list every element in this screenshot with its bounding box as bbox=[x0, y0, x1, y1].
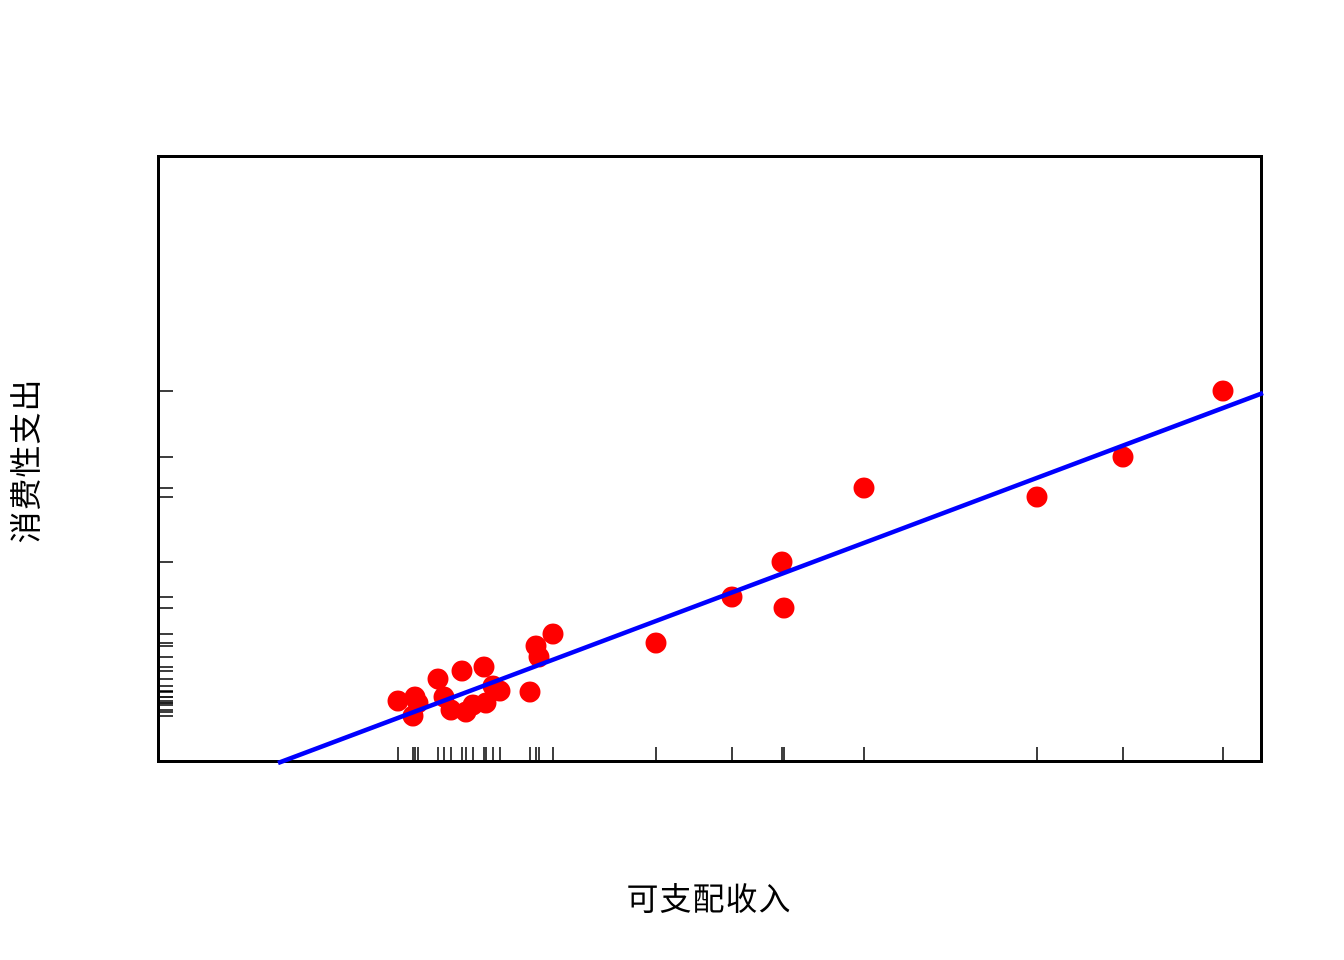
y-axis-label: 消费性支出 bbox=[8, 378, 44, 544]
data-point bbox=[519, 681, 541, 703]
plot-frame bbox=[157, 155, 1263, 763]
data-point bbox=[387, 690, 409, 712]
x-axis-label: 可支配收入 bbox=[626, 881, 792, 917]
data-point bbox=[427, 668, 449, 690]
data-point bbox=[489, 680, 511, 702]
data-point bbox=[771, 551, 793, 573]
data-point bbox=[645, 632, 667, 654]
data-point bbox=[853, 477, 875, 499]
data-point bbox=[473, 656, 495, 678]
regression-line bbox=[277, 390, 1264, 766]
data-point bbox=[451, 660, 473, 682]
data-point bbox=[542, 623, 564, 645]
data-point bbox=[773, 597, 795, 619]
data-point bbox=[1212, 380, 1234, 402]
data-point bbox=[475, 692, 497, 714]
data-point bbox=[1112, 446, 1134, 468]
data-point bbox=[1026, 486, 1048, 508]
